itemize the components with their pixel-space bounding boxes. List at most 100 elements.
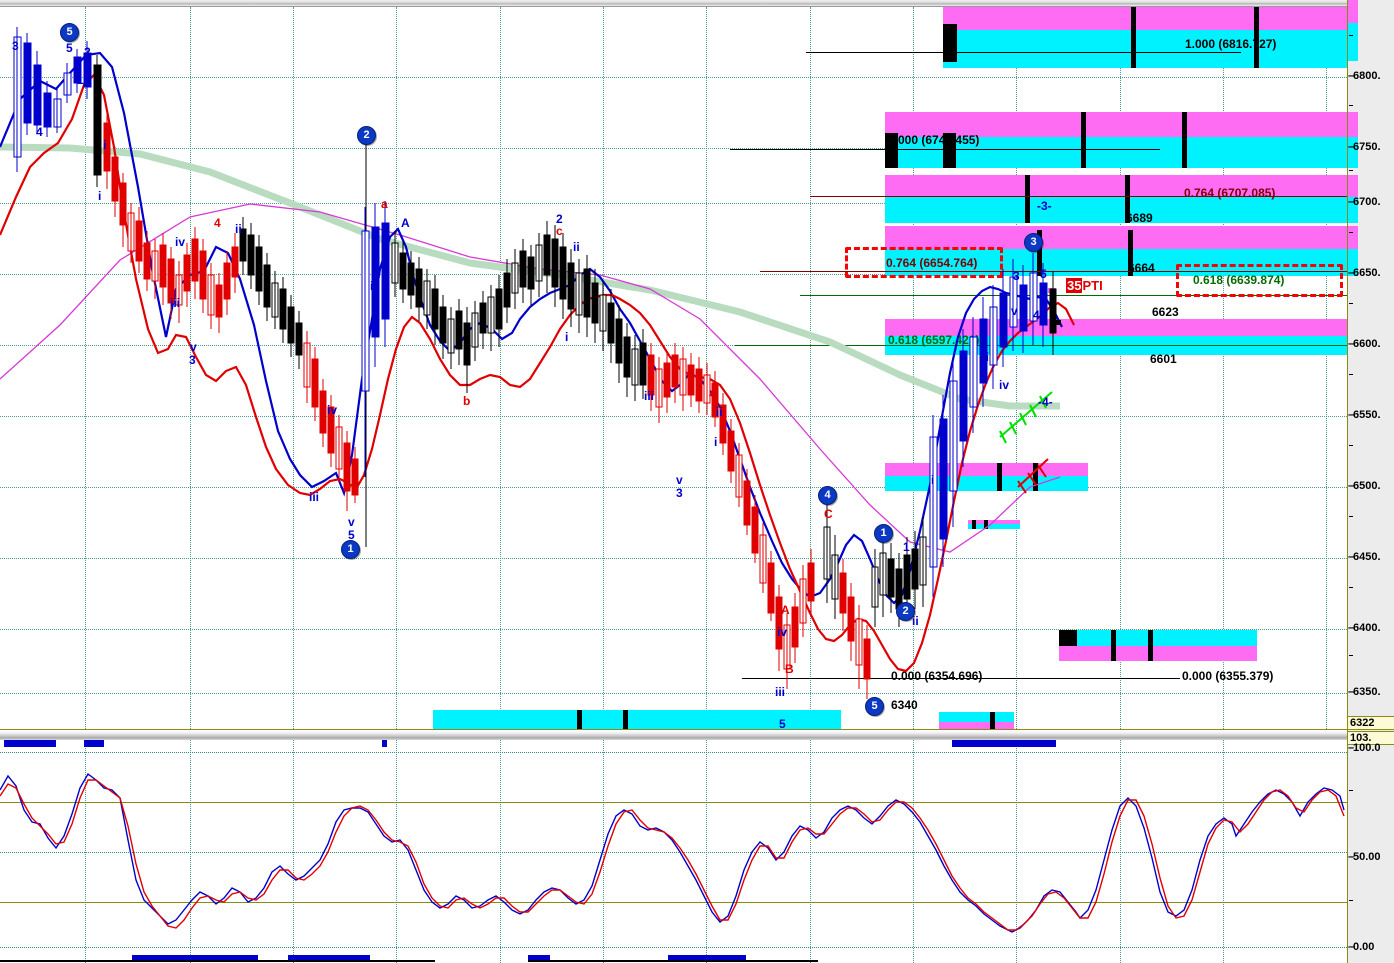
indicator-pane[interactable] (0, 740, 1347, 963)
signal-bar[interactable] (668, 955, 746, 962)
wave-label[interactable]: v (676, 473, 683, 487)
wave-label[interactable]: i (714, 435, 718, 449)
circled-wave-marker[interactable]: 2 (896, 602, 915, 621)
wave-label[interactable]: C (824, 507, 833, 521)
wave-label[interactable]: i (103, 138, 107, 152)
wave-label[interactable]: 5 (66, 41, 73, 55)
wave-label[interactable]: 1 (903, 540, 910, 554)
wave-label[interactable]: 5 (779, 717, 786, 729)
circled-wave-marker[interactable]: 2 (357, 126, 376, 145)
fib-zone-3[interactable] (885, 175, 1347, 223)
wave-label[interactable]: 3 (676, 486, 683, 500)
wave-label[interactable]: A (401, 216, 410, 230)
gridline-v (293, 740, 294, 963)
gridline-v (396, 740, 397, 963)
wave-label[interactable]: iv (175, 235, 186, 249)
current-price-badge[interactable]: 6322 (1348, 716, 1394, 730)
fib-highlight-box-1[interactable] (845, 247, 1003, 278)
wave-label[interactable]: i (98, 189, 102, 203)
fib-line-7 (742, 678, 1000, 679)
wave-label[interactable]: 5 (1040, 267, 1047, 281)
wave-label[interactable]: iii (644, 389, 655, 403)
indicator-value-badge[interactable]: 103. (1348, 731, 1394, 745)
gridline-v (190, 740, 191, 963)
wave-label[interactable]: ii (573, 240, 580, 254)
fib-zone-9[interactable] (433, 710, 841, 729)
circled-wave-marker[interactable]: 4 (818, 486, 837, 505)
fib-highlight-box-2[interactable] (1176, 264, 1343, 297)
wave-label[interactable]: iii (775, 685, 786, 699)
wave-label[interactable]: iii (170, 296, 181, 310)
gridline-v (1120, 7, 1121, 729)
signal-bar[interactable] (382, 740, 387, 747)
signal-bar[interactable] (528, 955, 550, 962)
fib-zone-2[interactable] (885, 112, 1347, 168)
wave-label[interactable]: iii (979, 350, 990, 364)
wave-label[interactable]: 3 (12, 39, 19, 53)
pattern-hatch-marker (1017, 458, 1049, 494)
wave-label[interactable]: 4 (214, 216, 221, 230)
candlestick-layer[interactable] (0, 7, 1347, 729)
wave-label[interactable]: i (565, 330, 569, 344)
wave-label[interactable]: iv (999, 378, 1010, 392)
wave-label[interactable]: c (556, 224, 563, 238)
wave-label[interactable]: 1 (77, 73, 84, 87)
toolbar-strip[interactable] (0, 0, 1394, 7)
price-axis[interactable]: –6800. –6750. –6700. –6650. –6600. –6550… (1347, 0, 1394, 963)
wave-label[interactable]: 2 (556, 212, 563, 226)
wave-label[interactable]: i (370, 279, 374, 293)
pti-label: PTI (1082, 278, 1103, 293)
axis-tick-6800: –6800. (1348, 70, 1381, 82)
wave-label[interactable]: 3 (189, 353, 196, 367)
wave-label[interactable]: b (463, 394, 471, 408)
wave-label[interactable]: 4 (709, 387, 716, 401)
wave-label[interactable]: 4 (1033, 308, 1040, 322)
wave-label[interactable]: iv (777, 625, 788, 639)
wave-label[interactable]: 3 (1013, 269, 1020, 283)
fib-label-1: 1.000 (6816.727) (1185, 37, 1277, 51)
signal-bar[interactable] (4, 740, 56, 747)
signal-bar[interactable] (132, 955, 258, 962)
circled-wave-marker[interactable]: 5 (60, 23, 79, 42)
wave-label[interactable]: v (1011, 304, 1018, 318)
wave-label[interactable]: v (190, 340, 197, 354)
base-bar (528, 960, 818, 962)
fib-zone-8[interactable] (1059, 630, 1257, 661)
wave-label[interactable]: ii (912, 614, 919, 628)
fib-zone-10[interactable] (939, 712, 1014, 729)
wave-label[interactable]: A (781, 603, 790, 617)
circled-wave-marker[interactable]: 1 (874, 524, 893, 543)
signal-bar[interactable] (952, 740, 1056, 747)
gridline-v (913, 740, 914, 963)
wave-label[interactable]: v (348, 515, 355, 529)
wave-label[interactable]: i (931, 473, 935, 487)
wave-label[interactable]: -3- (1037, 199, 1052, 213)
fib-label-4: 0.764 (6654.764) (886, 256, 978, 270)
circled-wave-marker[interactable]: 1 (341, 540, 360, 559)
wave-label[interactable]: 5 (348, 528, 355, 542)
wave-label[interactable]: a (381, 197, 388, 211)
wave-label[interactable]: -4- (1038, 395, 1053, 409)
fib-line-1 (806, 52, 1241, 53)
gridline-v (913, 7, 914, 729)
wave-label[interactable]: ii (235, 222, 242, 236)
circled-wave-marker[interactable]: 5 (865, 697, 884, 716)
pti-indicator[interactable]: 35PTI (1066, 278, 1103, 293)
price-marker-6601: 6601 (1150, 352, 1177, 366)
indicator-level-20 (0, 902, 1347, 903)
axis-zone-chip (1348, 137, 1358, 168)
signal-bar[interactable] (84, 740, 104, 747)
wave-label[interactable]: 2 (84, 45, 91, 59)
wave-label[interactable]: B (785, 662, 794, 676)
signal-bar[interactable] (288, 955, 370, 962)
wave-label[interactable]: iii (309, 490, 320, 504)
wave-label[interactable]: ii (716, 405, 723, 419)
wave-label[interactable]: iv (327, 403, 338, 417)
gridline-v (1120, 740, 1121, 963)
price-pane[interactable]: 1.000 (6816.727) 1.000 (6747.455) 0.764 … (0, 7, 1347, 729)
circled-wave-marker[interactable]: 3 (1024, 233, 1043, 252)
gridline-v (396, 7, 397, 729)
fib-line-6 (735, 345, 1347, 346)
trend-hatch-line (999, 391, 1053, 444)
wave-label[interactable]: 4 (36, 125, 43, 139)
